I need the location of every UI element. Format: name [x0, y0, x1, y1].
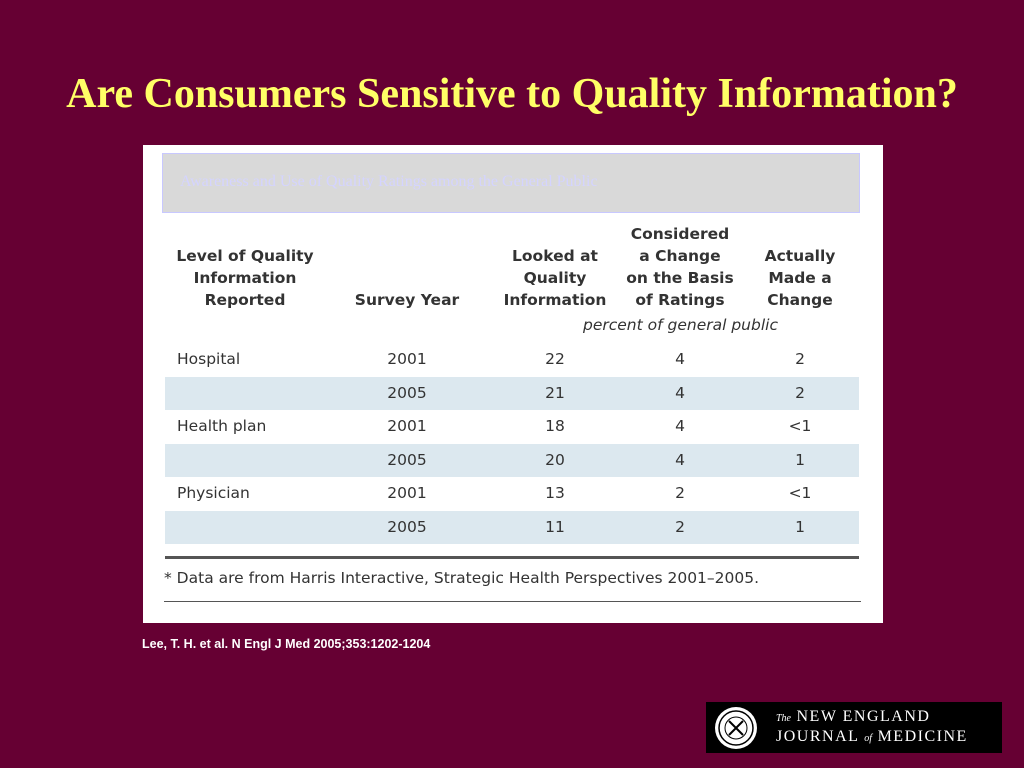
- cell-level: [177, 377, 337, 410]
- nejm-seal-icon: [715, 707, 757, 749]
- cell-level: [177, 511, 337, 544]
- figure-caption: Awareness and Use of Quality Ratings amo…: [180, 173, 598, 190]
- cell-looked: 11: [545, 517, 565, 536]
- cell-looked: 21: [545, 383, 565, 402]
- cell-considered: 4: [675, 383, 685, 402]
- cell-year: 2005: [387, 383, 427, 402]
- ratings-table: Level of Quality Information Reported Su…: [165, 213, 859, 559]
- table-row: 2005 11 2 1: [165, 510, 859, 544]
- table-footnote: * Data are from Harris Interactive, Stra…: [164, 569, 760, 587]
- cell-level: Hospital: [177, 350, 241, 368]
- cell-year: 2001: [387, 417, 427, 435]
- header-looked: Looked at Quality Information: [503, 247, 607, 309]
- cell-year: 2001: [387, 350, 427, 368]
- cell-considered: 2: [675, 484, 685, 502]
- cell-level: Health plan: [177, 417, 267, 435]
- cell-changed: 1: [795, 517, 805, 536]
- cell-changed: <1: [788, 417, 812, 435]
- cell-considered: 2: [675, 517, 685, 536]
- cell-looked: 22: [545, 350, 565, 368]
- header-considered: Considered a Change on the Basis of Rati…: [626, 225, 734, 309]
- nejm-logo: The NEW ENGLAND JOURNAL of MEDICINE: [706, 702, 1002, 753]
- cell-year: 2001: [387, 484, 427, 502]
- slide-title: Are Consumers Sensitive to Quality Infor…: [66, 71, 958, 117]
- cell-looked: 20: [545, 450, 565, 469]
- unit-note: percent of general public: [583, 316, 778, 334]
- cell-considered: 4: [675, 450, 685, 469]
- header-changed: Actually Made a Change: [764, 247, 836, 309]
- table-row: Health plan 2001 18 4 <1: [165, 410, 859, 443]
- cell-considered: 4: [675, 417, 685, 435]
- cell-considered: 4: [675, 350, 685, 368]
- cell-looked: 13: [545, 484, 565, 502]
- logo-line-1: The NEW ENGLAND: [776, 708, 931, 725]
- cell-level: [177, 444, 337, 477]
- cell-level: Physician: [177, 484, 250, 502]
- cell-looked: 18: [545, 417, 565, 435]
- table-figure: Awareness and Use of Quality Ratings amo…: [143, 145, 883, 623]
- table-row: 2005 21 4 2: [165, 376, 859, 410]
- table-row: 2005 20 4 1: [165, 443, 859, 477]
- cell-changed: 1: [795, 450, 805, 469]
- cell-year: 2005: [387, 450, 427, 469]
- header-year: Survey Year: [354, 291, 460, 309]
- logo-line-2: JOURNAL of MEDICINE: [776, 728, 968, 745]
- citation: Lee, T. H. et al. N Engl J Med 2005;353:…: [142, 637, 431, 651]
- cell-changed: 2: [795, 383, 805, 402]
- table-row: Physician 2001 13 2 <1: [165, 477, 859, 510]
- cell-changed: 2: [795, 350, 805, 368]
- table-row: Hospital 2001 22 4 2: [165, 343, 859, 376]
- caption-box: [162, 153, 860, 213]
- header-level: Level of Quality Information Reported: [176, 247, 314, 309]
- cell-changed: <1: [788, 484, 812, 502]
- bottom-rule: [164, 601, 861, 602]
- cell-year: 2005: [387, 517, 427, 536]
